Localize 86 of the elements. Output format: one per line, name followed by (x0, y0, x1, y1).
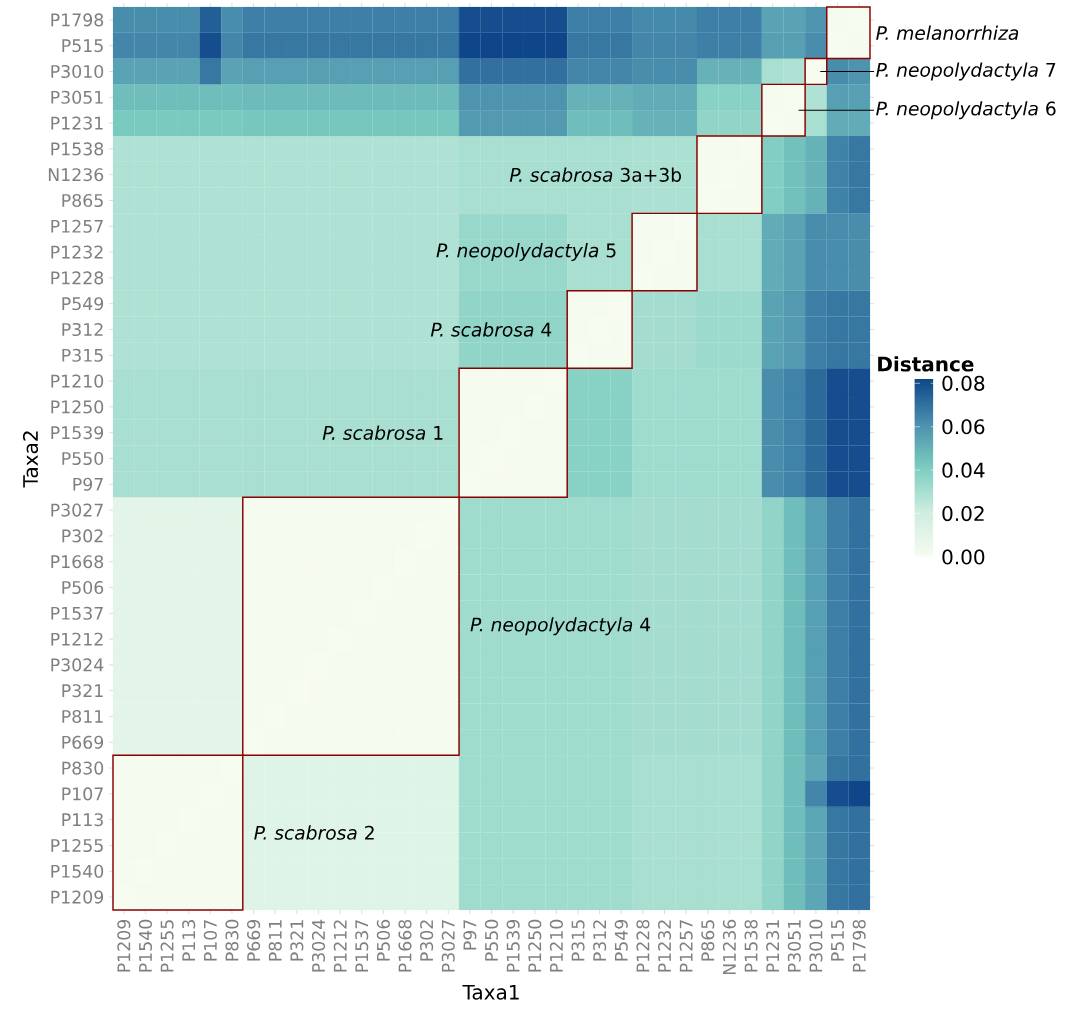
text: P. neopolydactyla 7 (876, 62, 1056, 81)
y-tick-label: P549 (62, 297, 104, 311)
y-axis-title: Taxa2 (22, 431, 39, 488)
color-bar-label: 0.00 (942, 549, 985, 565)
color-bar-title: Distance (878, 356, 974, 372)
y-tick-label: P1250 (51, 400, 104, 414)
y-tick-label: P3010 (51, 64, 104, 79)
annotation: P. scabrosa 1 (322, 425, 443, 440)
x-tick-label: N1236 (722, 919, 736, 975)
y-tick-label: P515 (62, 39, 103, 53)
y-tick-label: P1212 (51, 632, 103, 646)
x-tick-label: P315 (571, 920, 585, 961)
color-bar-label: 0.02 (942, 506, 984, 522)
annotation: P. scabrosa 4 (430, 322, 552, 337)
x-tick-label: P302 (420, 920, 434, 961)
color-bar-label: 0.06 (942, 419, 985, 435)
y-tick-label: P302 (62, 529, 103, 543)
x-tick-label: P549 (614, 919, 628, 961)
y-tick-label: P811 (62, 709, 103, 724)
x-tick-label: P312 (593, 920, 607, 961)
y-tick-label: P550 (62, 451, 104, 466)
x-tick-label: P321 (290, 920, 304, 961)
y-tick-label: P865 (62, 193, 103, 208)
x-tick-label: P1228 (636, 919, 650, 972)
x-tick-label: P113 (182, 920, 196, 961)
y-tick-label: P1540 (51, 864, 104, 878)
y-tick-label: P3027 (51, 503, 103, 517)
x-tick-label: P97 (463, 920, 477, 950)
x-tick-label: P1257 (679, 920, 693, 972)
y-tick-label: P506 (62, 580, 104, 595)
color-bar-label: 0.04 (942, 462, 985, 478)
y-tick-label: P97 (73, 477, 103, 491)
x-tick-label: P1250 (528, 919, 542, 972)
y-tick-label: P1668 (51, 555, 104, 569)
y-tick-label: P1231 (51, 116, 103, 130)
x-tick-label: P506 (376, 919, 390, 961)
y-tick-label: P1255 (51, 838, 103, 853)
text: P. neopolydactyla 6 (876, 101, 1056, 120)
y-tick-label: P3024 (51, 658, 104, 672)
x-tick-label: P107 (203, 920, 217, 961)
x-tick-label: P1798 (852, 919, 866, 972)
y-tick-label: P113 (62, 813, 103, 827)
x-tick-label: P1668 (398, 919, 412, 972)
x-tick-label: P669 (247, 919, 261, 961)
annotation: P. scabrosa 2 (254, 825, 374, 840)
y-tick-label: P1537 (51, 606, 103, 620)
y-tick-label: P1228 (51, 271, 104, 285)
y-tick-label: P315 (62, 348, 103, 362)
x-tick-label: P1540 (138, 919, 153, 972)
x-tick-label: P1537 (355, 920, 369, 972)
x-tick-label: P830 (225, 919, 239, 961)
y-tick-label: P830 (62, 761, 104, 775)
y-tick-label: P1538 (51, 142, 104, 156)
x-tick-label: P1210 (549, 919, 563, 972)
y-tick-label: P1209 (51, 890, 104, 904)
x-tick-label: P1231 (766, 920, 780, 972)
y-tick-label: P312 (62, 322, 103, 337)
x-tick-label: P865 (701, 920, 715, 961)
y-tick-label: P669 (62, 735, 104, 749)
x-tick-label: P1539 (506, 919, 520, 972)
x-tick-label: P3010 (809, 919, 823, 972)
x-tick-label: P550 (484, 919, 499, 961)
y-tick-label: P1798 (51, 13, 104, 27)
y-tick-label: P321 (62, 684, 103, 698)
y-tick-label: P1539 (51, 426, 104, 440)
x-tick-label: P3024 (311, 919, 326, 972)
y-tick-label: N1236 (48, 168, 104, 182)
x-tick-label: P1538 (744, 919, 758, 972)
x-tick-label: P811 (268, 920, 282, 961)
x-tick-label: P515 (831, 920, 845, 961)
y-tick-label: P107 (62, 787, 103, 801)
y-tick-label: P1210 (51, 374, 104, 388)
y-tick-label: P1257 (51, 219, 103, 233)
annotation: P. neopolydactyla 4 (470, 617, 651, 636)
y-tick-label: P3051 (51, 90, 103, 104)
x-tick-label: P3027 (441, 920, 455, 972)
x-tick-label: P3051 (787, 920, 801, 972)
x-tick-label: P1255 (160, 920, 174, 972)
text: P. melanorrhiza (876, 25, 1019, 41)
color-bar-label: 0.08 (942, 375, 985, 391)
x-axis-title: Taxa1 (462, 984, 519, 1000)
annotation: P. scabrosa 3a+3b (509, 167, 682, 182)
x-tick-label: P1232 (657, 920, 672, 972)
x-tick-label: P1212 (333, 920, 347, 972)
annotation: P. neopolydactyla 5 (436, 243, 616, 262)
y-tick-label: P1232 (51, 245, 103, 259)
